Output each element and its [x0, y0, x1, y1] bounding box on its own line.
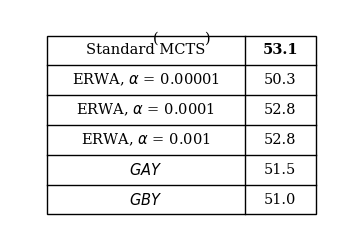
- Text: 52.8: 52.8: [264, 103, 297, 117]
- Text: 51.0: 51.0: [264, 193, 296, 206]
- Text: (          ): ( ): [153, 32, 210, 46]
- Text: 50.3: 50.3: [264, 73, 297, 87]
- Text: 51.5: 51.5: [264, 163, 296, 177]
- Text: $GBY$: $GBY$: [129, 191, 162, 208]
- Text: ERWA, $\alpha$ = 0.0001: ERWA, $\alpha$ = 0.0001: [76, 102, 215, 118]
- Text: 53.1: 53.1: [262, 44, 298, 57]
- Text: ERWA, $\alpha$ = 0.001: ERWA, $\alpha$ = 0.001: [81, 132, 211, 148]
- Text: ERWA, $\alpha$ = 0.00001: ERWA, $\alpha$ = 0.00001: [72, 72, 220, 89]
- Text: 52.8: 52.8: [264, 133, 297, 147]
- Text: Standard MCTS: Standard MCTS: [86, 44, 205, 57]
- Text: $GAY$: $GAY$: [129, 162, 162, 178]
